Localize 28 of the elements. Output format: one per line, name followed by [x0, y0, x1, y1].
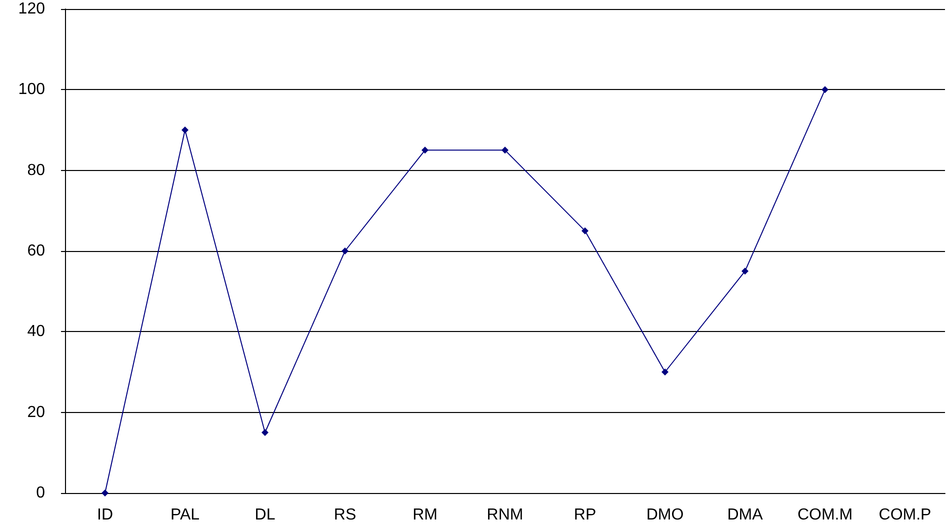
y-tick-label: 80	[27, 162, 46, 179]
x-tick-label: RNM	[486, 506, 524, 524]
x-tick-label: PAL	[170, 506, 200, 524]
y-tick-label: 0	[36, 484, 46, 502]
x-tick-label: RP	[574, 506, 596, 524]
x-tick-label: DMA	[727, 506, 764, 524]
point	[662, 368, 668, 376]
x-tick-label: RS	[334, 506, 356, 524]
x-tick-label: COM.M	[797, 506, 853, 524]
point	[822, 86, 828, 94]
y-tick-label: 60	[27, 242, 46, 260]
x-tick-label: DL	[254, 506, 276, 524]
point	[502, 146, 508, 154]
point	[262, 429, 268, 436]
point	[342, 248, 348, 254]
point	[182, 126, 188, 134]
y-tick-label: 100	[18, 81, 46, 98]
y-tick-label: 120	[18, 0, 46, 18]
x-tick-label: DMO	[646, 506, 684, 524]
x-tick-label: ID	[97, 506, 113, 524]
point	[742, 268, 748, 275]
x-tick-label: RM	[412, 506, 438, 524]
y-tick-label: 40	[27, 323, 46, 340]
point	[582, 227, 588, 234]
x-tick-label: COM.P	[878, 506, 932, 524]
point	[422, 146, 428, 154]
y-tick-label: 20	[27, 404, 46, 421]
point	[102, 490, 108, 496]
